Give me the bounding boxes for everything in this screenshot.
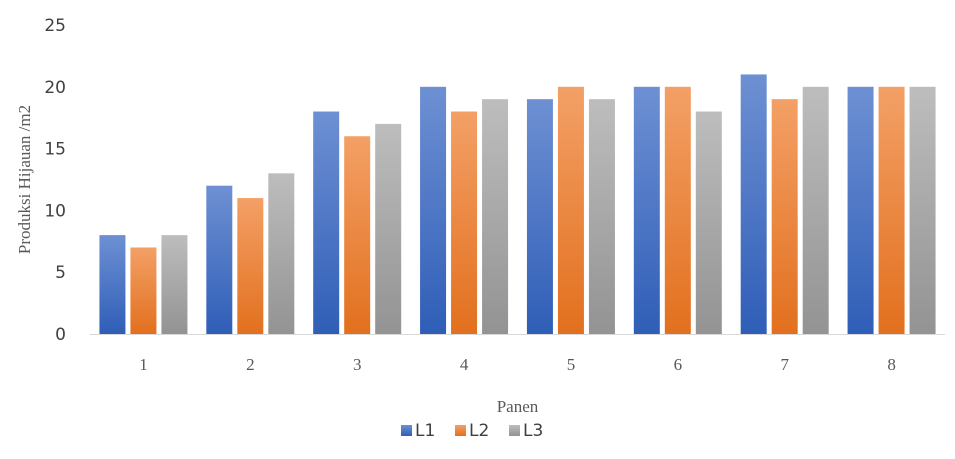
legend-label-l3: L3 [523,421,543,441]
y-tick-label: 0 [55,325,66,345]
y-axis: 0 5 10 15 20 25 [44,16,66,345]
x-tick-label: 7 [780,355,789,374]
bar-l2-panen-8 [878,86,905,334]
y-tick-label: 25 [44,16,66,36]
x-tick-label: 4 [460,355,469,374]
x-tick-label: 6 [674,355,683,374]
bar-l1-panen-2 [206,185,233,334]
bar-l2-panen-7 [771,99,798,334]
y-axis-title: Produksi Hijauan /m2 [15,105,34,254]
bar-l3-panen-5 [588,99,615,334]
bar-l3-panen-4 [482,99,509,334]
bar-l3-panen-8 [909,86,936,334]
x-tick-label: 5 [567,355,576,374]
bar-l2-panen-6 [664,86,691,334]
y-tick-label: 20 [44,78,66,98]
bar-l2-panen-5 [557,86,584,334]
x-tick-label: 2 [246,355,255,374]
legend-swatch-l1 [401,425,412,436]
bar-l1-panen-4 [420,86,447,334]
x-axis-title: Panen [497,397,539,416]
bar-l1-panen-1 [99,235,126,334]
bar-l1-panen-8 [847,86,874,334]
y-tick-label: 15 [44,140,66,160]
bar-l1-panen-6 [633,86,660,334]
bar-l2-panen-2 [237,198,264,334]
bar-l2-panen-3 [344,136,371,334]
bar-l3-panen-7 [802,86,829,334]
y-tick-label: 10 [44,201,66,221]
x-tick-label: 3 [353,355,362,374]
legend-swatch-l3 [509,425,520,436]
legend: L1 L2 L3 [401,421,543,441]
bars-group [99,74,936,335]
bar-l2-panen-4 [451,111,478,335]
x-tick-label: 8 [887,355,896,374]
bar-l1-panen-5 [526,99,553,334]
bar-l3-panen-6 [695,111,722,335]
bar-l3-panen-3 [375,123,402,334]
bar-l3-panen-2 [268,173,295,334]
x-tick-label: 1 [139,355,148,374]
legend-swatch-l2 [455,425,466,436]
bar-l3-panen-1 [161,235,188,334]
bar-l2-panen-1 [130,247,157,334]
bar-l1-panen-3 [313,111,340,335]
y-tick-label: 5 [55,263,66,283]
legend-label-l2: L2 [469,421,489,441]
legend-label-l1: L1 [415,421,435,441]
x-axis: 1 2 3 4 5 6 7 8 [139,355,896,374]
bar-l1-panen-7 [740,74,767,334]
